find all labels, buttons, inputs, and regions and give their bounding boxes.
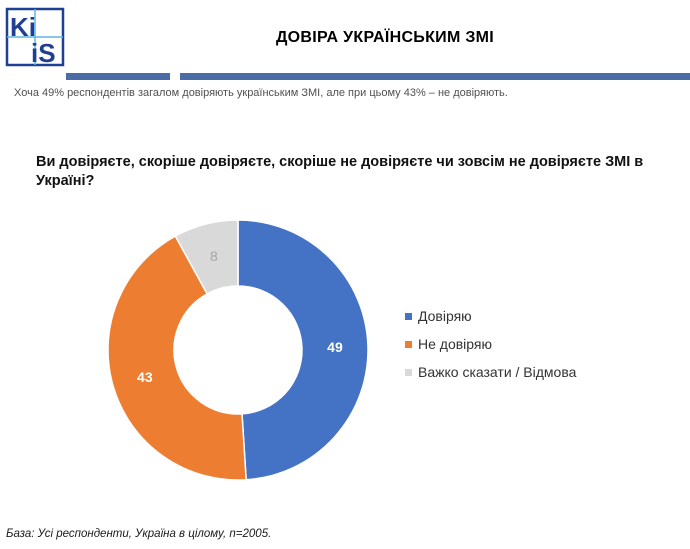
legend-swatch-2: [405, 368, 412, 376]
legend-item-0: Довіряю: [405, 302, 576, 330]
donut-slice-1: [107, 235, 247, 481]
survey-question: Ви довіряєте, скоріше довіряєте, скоріше…: [36, 154, 644, 189]
chart-legend: Довіряю Не довіряю Важко сказати / Відмова: [405, 302, 576, 386]
logo-text-bottom: iS: [31, 38, 56, 68]
logo-text-top: Ki: [10, 12, 36, 42]
base-note: База: Усі респонденти, Україна в цілому,…: [6, 528, 272, 540]
legend-swatch-0: [405, 312, 412, 320]
legend-label-1: Не довіряю: [418, 336, 492, 352]
data-label-2: 8: [210, 248, 218, 264]
data-label-1: 43: [137, 369, 153, 385]
donut-slice-0: [237, 219, 369, 481]
data-label-0: 49: [327, 339, 343, 355]
summary-text: Хоча 49% респондентів загалом довіряють …: [14, 87, 508, 99]
donut-chart: 49 43 8: [107, 219, 369, 481]
header-band-right: [180, 73, 690, 80]
legend-label-2: Важко сказати / Відмова: [418, 364, 577, 380]
kiis-logo: Ki iS: [4, 6, 66, 68]
legend-item-2: Важко сказати / Відмова: [405, 358, 576, 386]
legend-label-0: Довіряю: [418, 308, 472, 324]
legend-swatch-1: [405, 340, 412, 348]
legend-item-1: Не довіряю: [405, 330, 576, 358]
donut-slice-2: [174, 219, 239, 295]
page-title: ДОВІРА УКРАЇНСЬКИМ ЗМІ: [275, 29, 495, 46]
header-band-left: [66, 73, 170, 80]
